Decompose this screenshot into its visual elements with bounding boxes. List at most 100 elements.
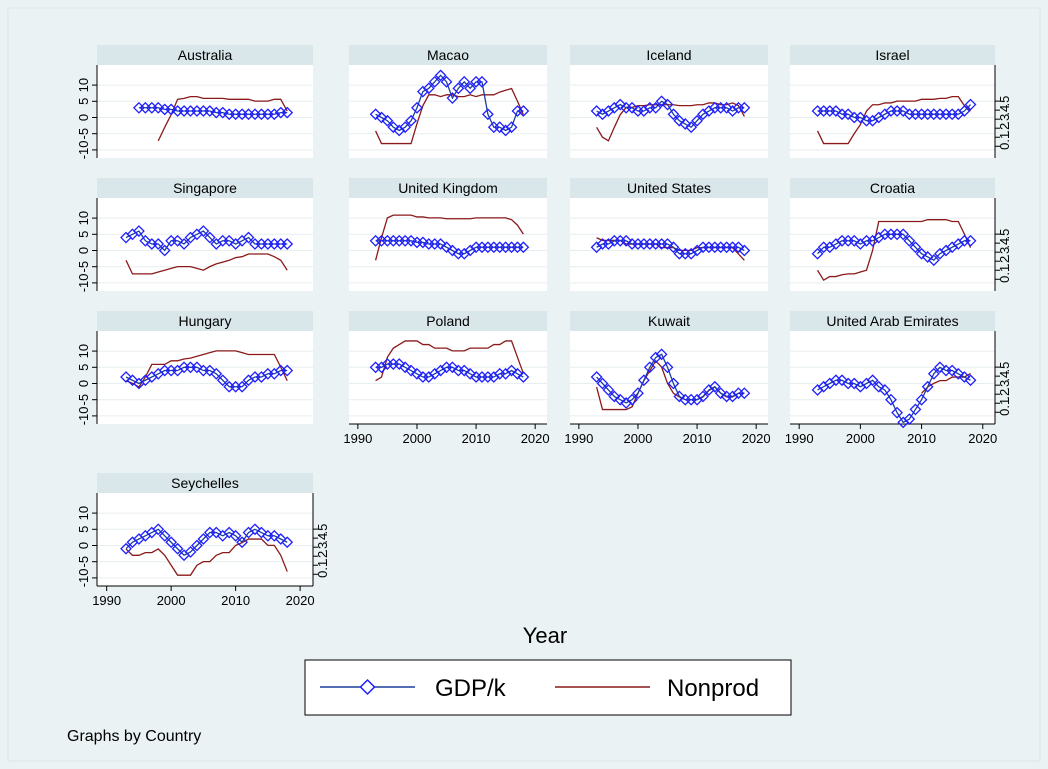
panel-plot: [349, 65, 547, 158]
y2-tick-label: .2: [315, 551, 330, 562]
y-tick-label: -5: [76, 394, 91, 406]
marker: [661, 98, 674, 111]
panel-header: [349, 45, 547, 65]
marker: [458, 75, 471, 88]
marker: [165, 103, 178, 116]
marker: [405, 364, 417, 377]
marker: [452, 82, 465, 95]
panel-title: Poland: [426, 313, 470, 329]
marker: [620, 234, 633, 247]
marker: [281, 238, 294, 250]
marker: [946, 364, 959, 377]
legend-label: Nonprod: [667, 675, 759, 702]
marker: [381, 114, 394, 127]
marker: [255, 526, 268, 539]
marker: [590, 105, 603, 117]
marker: [903, 234, 916, 247]
panel-title: Iceland: [646, 47, 691, 63]
marker: [268, 529, 281, 542]
marker: [458, 364, 471, 377]
marker: [120, 371, 132, 383]
panel-plot: [349, 331, 547, 424]
x-tick-label: 2000: [157, 593, 186, 608]
marker: [158, 244, 171, 257]
series-line: [816, 219, 972, 282]
marker: [909, 241, 922, 254]
y2-tick-label: .3: [315, 542, 330, 553]
x-tick-label: 2010: [683, 431, 712, 446]
marker: [517, 241, 530, 254]
panel-header: [570, 45, 768, 65]
marker: [667, 377, 680, 390]
y-tick-label: 5: [76, 231, 91, 238]
series-line: [157, 95, 288, 142]
legend-label: GDP/k: [435, 675, 507, 702]
panel-title: Israel: [875, 47, 909, 63]
panel-header: [790, 178, 995, 198]
marker: [369, 108, 382, 121]
marker: [964, 234, 977, 247]
marker: [197, 533, 210, 545]
series-line: [125, 253, 288, 275]
marker: [720, 101, 733, 114]
series-line: [375, 340, 524, 382]
marker: [714, 387, 727, 400]
series-line: [816, 95, 971, 145]
panel-plot: [790, 198, 995, 291]
marker: [152, 523, 165, 536]
marker: [661, 238, 674, 250]
series-line: [375, 87, 524, 145]
marker: [405, 114, 417, 127]
y-tick-label: 10: [76, 344, 91, 358]
y2-tick-label: .3: [997, 247, 1012, 258]
marker: [152, 101, 165, 114]
marker: [517, 105, 530, 117]
marker: [952, 367, 965, 380]
marker: [434, 69, 447, 82]
y2-tick-label: 0: [997, 276, 1012, 283]
marker: [158, 529, 171, 542]
panel-header: [570, 178, 768, 198]
marker: [738, 101, 751, 114]
marker: [216, 106, 229, 119]
marker: [165, 536, 178, 549]
y-tick-label: 0: [76, 542, 91, 549]
marker: [964, 374, 977, 387]
marker: [223, 526, 236, 539]
marker: [626, 393, 638, 406]
marker: [203, 231, 216, 244]
marker: [872, 380, 885, 393]
marker: [434, 238, 447, 250]
marker: [878, 384, 891, 396]
x-tick-label: 2000: [624, 431, 653, 446]
y2-tick-label: .4: [315, 533, 330, 544]
series-line: [125, 528, 288, 557]
marker: [203, 364, 216, 377]
y-tick-label: -10: [76, 274, 91, 293]
y2-tick-label: .5: [315, 524, 330, 535]
marker: [667, 108, 680, 121]
marker: [139, 234, 152, 247]
marker: [511, 367, 524, 380]
x-tick-label: 1990: [92, 593, 121, 608]
x-axis-title: Year: [523, 623, 567, 648]
marker: [614, 393, 627, 406]
marker: [732, 241, 745, 254]
panel-title: Australia: [178, 47, 233, 63]
y-tick-label: -10: [76, 569, 91, 588]
panel-plot: [97, 331, 313, 424]
marker: [661, 361, 674, 374]
marker: [897, 228, 910, 241]
marker: [281, 106, 294, 119]
marker: [493, 121, 506, 134]
marker: [268, 108, 281, 121]
marker: [927, 254, 940, 267]
marker: [440, 75, 453, 88]
marker: [446, 92, 459, 104]
marker: [197, 225, 210, 237]
panel-header: [97, 45, 313, 65]
panel-header: [349, 178, 547, 198]
marker: [697, 390, 709, 403]
marker: [203, 105, 216, 117]
marker: [667, 241, 680, 254]
